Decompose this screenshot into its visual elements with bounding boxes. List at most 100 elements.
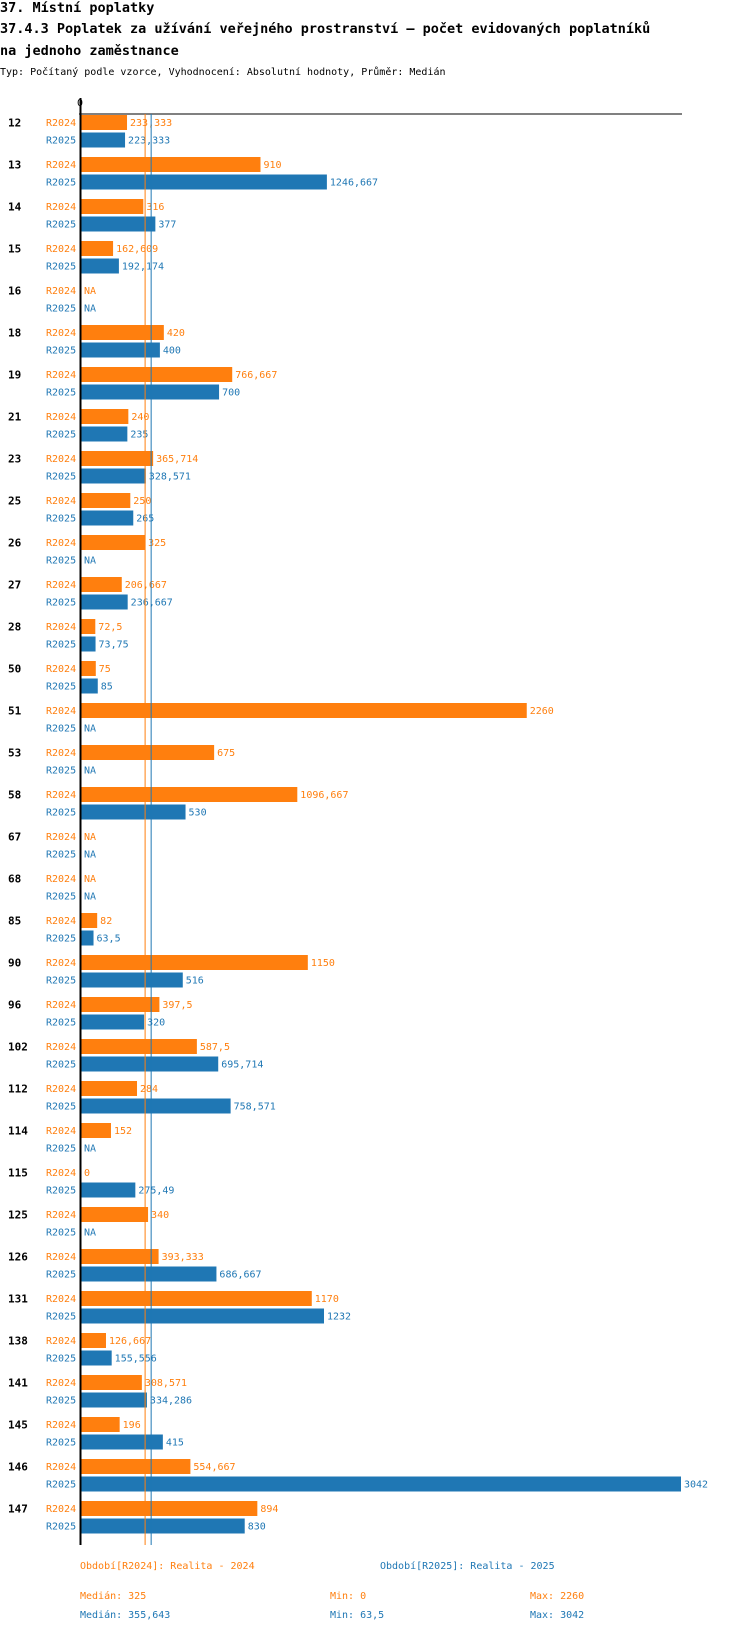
bar-r2025 xyxy=(81,468,146,484)
series-label-r2025: R2025 xyxy=(46,262,76,273)
legend-max-r2024: Max: 2260 xyxy=(530,1591,585,1602)
series-label-r2025: R2025 xyxy=(46,1312,76,1323)
data-label-r2024: 365,714 xyxy=(156,454,198,465)
series-label-r2024: R2024 xyxy=(46,118,76,129)
series-label-r2025: R2025 xyxy=(46,514,76,525)
series-label-r2025: R2025 xyxy=(46,640,76,651)
series-label-r2024: R2024 xyxy=(46,370,76,381)
series-label-r2024: R2024 xyxy=(46,244,76,255)
bar-r2024 xyxy=(81,409,129,424)
bar-r2025 xyxy=(81,636,96,652)
data-label-r2025: NA xyxy=(84,892,96,903)
category-label: 23 xyxy=(8,453,21,466)
legend-median-r2024: Medián: 325 xyxy=(80,1591,147,1602)
legend-median-r2025: Medián: 355,643 xyxy=(80,1610,171,1621)
series-label-r2024: R2024 xyxy=(46,1168,76,1179)
series-label-r2024: R2024 xyxy=(46,202,76,213)
category-label: 19 xyxy=(8,369,21,382)
series-label-r2024: R2024 xyxy=(46,958,76,969)
series-label-r2025: R2025 xyxy=(46,304,76,315)
bar-r2025 xyxy=(81,384,220,400)
series-label-r2025: R2025 xyxy=(46,808,76,819)
category-label: 96 xyxy=(8,999,22,1012)
data-label-r2025: NA xyxy=(84,1228,96,1239)
bar-r2025 xyxy=(81,1392,147,1408)
series-label-r2024: R2024 xyxy=(46,412,76,423)
bar-r2024 xyxy=(81,1333,106,1348)
series-label-r2025: R2025 xyxy=(46,472,76,483)
bar-r2024 xyxy=(81,1081,138,1096)
data-label-r2024: 162,609 xyxy=(116,244,158,255)
bar-r2024 xyxy=(81,661,96,676)
category-label: 18 xyxy=(8,327,21,340)
data-label-r2025: 235 xyxy=(130,430,148,441)
series-label-r2025: R2025 xyxy=(46,178,76,189)
data-label-r2025: 758,571 xyxy=(234,1102,276,1113)
bar-r2025 xyxy=(81,1350,112,1366)
data-label-r2025: 155,556 xyxy=(115,1354,157,1365)
bar-r2024 xyxy=(81,1375,142,1390)
series-label-r2024: R2024 xyxy=(46,496,76,507)
series-label-r2024: R2024 xyxy=(46,328,76,339)
data-label-r2024: 894 xyxy=(260,1504,278,1515)
series-label-r2024: R2024 xyxy=(46,1042,76,1053)
series-label-r2024: R2024 xyxy=(46,1210,76,1221)
bar-r2024 xyxy=(81,1039,197,1054)
data-label-r2024: 284 xyxy=(140,1084,158,1095)
data-label-r2025: 236,667 xyxy=(131,598,173,609)
bar-r2024 xyxy=(81,787,298,802)
category-label: 51 xyxy=(8,705,22,718)
data-label-r2024: 1150 xyxy=(311,958,335,969)
category-label: 12 xyxy=(8,117,21,130)
data-label-r2024: 397,5 xyxy=(162,1000,192,1011)
category-label: 85 xyxy=(8,915,21,928)
data-label-r2024: 240 xyxy=(131,412,149,423)
bar-r2025 xyxy=(81,972,183,988)
bar-r2024 xyxy=(81,535,146,550)
series-label-r2024: R2024 xyxy=(46,160,76,171)
series-label-r2024: R2024 xyxy=(46,706,76,717)
data-label-r2025: 85 xyxy=(101,682,113,693)
category-label: 28 xyxy=(8,621,21,634)
series-label-r2025: R2025 xyxy=(46,346,76,357)
data-label-r2024: 206,667 xyxy=(125,580,167,591)
bar-r2024 xyxy=(81,619,96,634)
bar-r2024 xyxy=(81,115,128,130)
category-label: 27 xyxy=(8,579,21,592)
bar-r2025 xyxy=(81,216,156,232)
series-label-r2025: R2025 xyxy=(46,1438,76,1449)
bar-r2025 xyxy=(81,1476,681,1492)
series-label-r2024: R2024 xyxy=(46,790,76,801)
category-label: 15 xyxy=(8,243,21,256)
category-label: 50 xyxy=(8,663,21,676)
data-label-r2024: 910 xyxy=(263,160,281,171)
legend-period-r2025: Období[R2025]: Realita - 2025 xyxy=(380,1561,555,1572)
data-label-r2025: 516 xyxy=(186,976,204,987)
data-label-r2024: 393,333 xyxy=(162,1252,204,1263)
series-label-r2024: R2024 xyxy=(46,538,76,549)
series-label-r2025: R2025 xyxy=(46,136,76,147)
bar-r2025 xyxy=(81,678,98,694)
bar-r2025 xyxy=(81,510,134,526)
category-label: 141 xyxy=(8,1377,28,1390)
data-label-r2024: 1170 xyxy=(315,1294,339,1305)
bar-r2024 xyxy=(81,1459,191,1474)
data-label-r2025: NA xyxy=(84,724,96,735)
legend-min-r2024: Min: 0 xyxy=(330,1591,367,1602)
category-label: 102 xyxy=(8,1041,28,1054)
category-label: 90 xyxy=(8,957,21,970)
data-label-r2025: 73,75 xyxy=(99,640,129,651)
data-label-r2024: 250 xyxy=(133,496,151,507)
data-label-r2024: 75 xyxy=(99,664,111,675)
data-label-r2025: 328,571 xyxy=(149,472,191,483)
bar-r2025 xyxy=(81,1014,145,1030)
data-label-r2024: 316 xyxy=(146,202,164,213)
bar-r2024 xyxy=(81,1249,159,1264)
data-label-r2024: 2260 xyxy=(530,706,554,717)
data-label-r2025: 530 xyxy=(189,808,207,819)
data-label-r2024: 766,667 xyxy=(235,370,277,381)
legend-period-r2024: Období[R2024]: Realita - 2024 xyxy=(80,1561,255,1572)
series-label-r2024: R2024 xyxy=(46,580,76,591)
data-label-r2025: 223,333 xyxy=(128,136,170,147)
series-label-r2025: R2025 xyxy=(46,892,76,903)
